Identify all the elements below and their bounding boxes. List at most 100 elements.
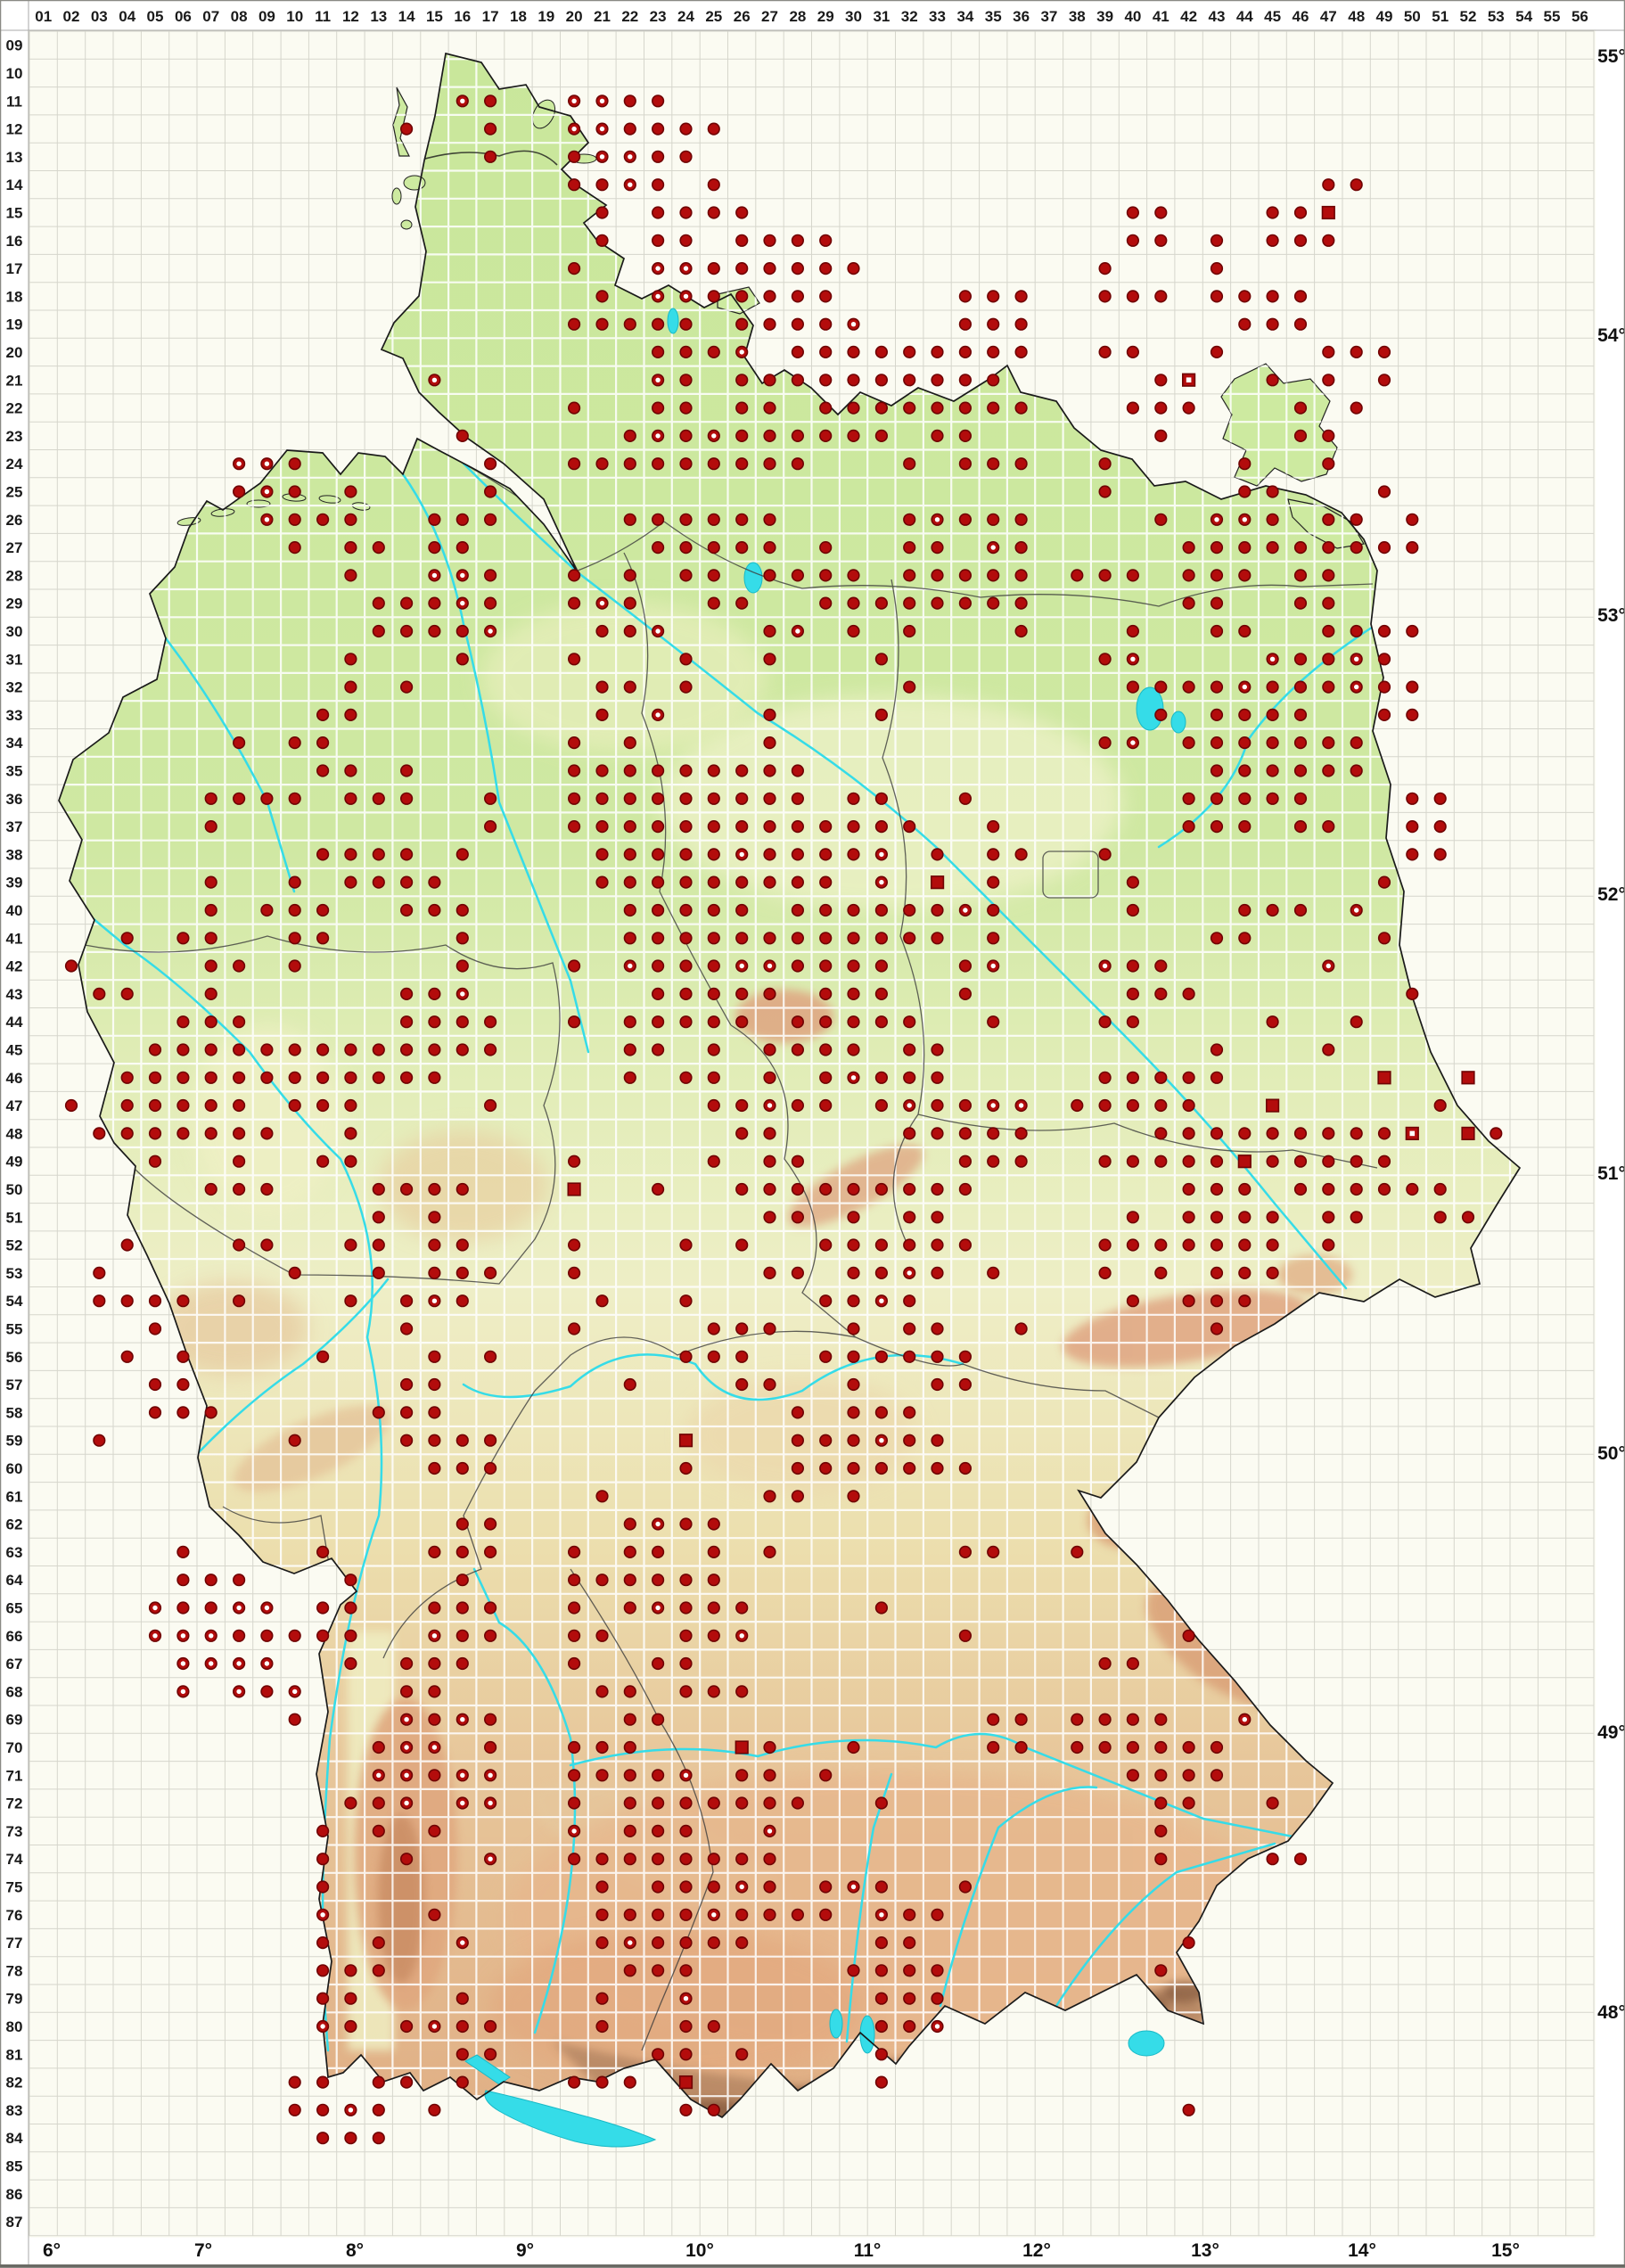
marker-filled-dot [120,1127,134,1140]
marker-filled-dot [1014,457,1028,471]
marker-filled-dot [1377,1182,1391,1196]
marker-open-circle-center [599,154,605,160]
marker-filled-dot [931,1964,944,1977]
marker-filled-dot [344,1294,357,1308]
marker-filled-dot [176,1294,190,1308]
marker-filled-dot [344,1992,357,2005]
marker-filled-dot [651,1015,665,1029]
marker-filled-dot [707,596,720,610]
marker-filled-dot [763,819,776,834]
marker-filled-dot [455,1545,469,1558]
marker-filled-dot [903,819,916,834]
marker-filled-dot [763,1796,776,1810]
marker-open-circle-center [460,1800,465,1806]
marker-filled-dot [1322,764,1335,777]
marker-filled-dot [651,317,665,331]
marker-filled-dot [958,987,972,1000]
marker-filled-dot [428,1211,441,1224]
marker-filled-dot [819,1880,833,1894]
marker-filled-dot [1126,290,1139,303]
row-label: 74 [6,1851,23,1868]
marker-filled-dot [1406,708,1419,722]
marker-filled-dot [204,932,217,945]
marker-open-circle-center [236,1605,242,1611]
marker-filled-dot [1182,569,1195,582]
marker-filled-dot [1293,680,1308,694]
river-inn [1055,1842,1276,2008]
marker-filled-dot [1377,708,1391,722]
marker-open-circle-center [655,266,661,271]
marker-filled-dot [372,1740,385,1754]
marker-filled-dot [958,1377,972,1392]
marker-filled-dot [595,764,609,777]
marker-filled-dot [1238,457,1252,471]
marker-filled-dot [651,150,665,163]
marker-filled-dot [595,1294,609,1308]
marker-filled-dot [679,317,693,331]
marker-filled-dot [1182,792,1195,805]
marker-filled-dot [847,819,860,834]
row-label: 68 [6,1683,23,1700]
marker-filled-dot [316,848,330,861]
marker-filled-dot [679,1908,693,1921]
marker-filled-dot [931,932,944,945]
col-label: 32 [901,8,918,25]
marker-filled-dot [1014,624,1028,638]
row-label: 20 [6,344,23,361]
marker-filled-dot [1126,1071,1139,1084]
marker-filled-dot [623,819,636,834]
marker-filled-dot [958,959,972,973]
col-label: 13 [370,8,387,25]
marker-filled-dot [400,792,414,805]
marker-filled-dot [455,1574,469,1587]
marker-filled-dot [1238,569,1252,582]
marker-open-circle-center [850,1075,857,1081]
marker-filled-dot [819,540,833,555]
marker-filled-dot [595,680,609,694]
marker-open-circle-center [404,1717,409,1722]
marker-filled-dot [1210,1740,1224,1754]
marker-filled-dot [1126,1713,1139,1726]
marker-open-circle-center [180,1633,186,1639]
marker-filled-dot [791,1434,805,1447]
marker-filled-dot [1406,540,1419,555]
marker-filled-dot [679,987,693,1000]
marker-filled-dot [623,1601,636,1615]
marker-filled-dot [428,596,441,610]
col-label: 21 [594,8,611,25]
marker-filled-dot [483,1517,497,1531]
marker-filled-dot [1182,1796,1195,1810]
marker-filled-dot [595,1769,609,1782]
marker-open-circle-center [348,2108,354,2113]
marker-filled-dot [1490,1127,1503,1140]
marker-filled-dot [148,1155,162,1168]
marker-filled-dot [874,792,889,805]
marker-filled-dot [1182,1769,1195,1782]
marker-filled-dot [1322,569,1335,582]
marker-filled-dot [987,1740,1000,1754]
marker-filled-dot [455,1601,469,1615]
marker-filled-dot [233,1043,246,1056]
marker-filled-dot [1350,624,1363,638]
marker-filled-dot [1014,401,1028,415]
marker-filled-dot [1210,1294,1224,1308]
marker-filled-dot [1182,1182,1195,1196]
marker-filled-dot [847,1294,860,1308]
marker-filled-dot [651,1545,665,1558]
marker-filled-dot [987,1155,1000,1168]
marker-filled-dot [1433,848,1447,861]
marker-filled-dot [763,569,776,582]
marker-filled-dot [931,596,944,610]
marker-filled-dot [428,1043,441,1056]
marker-filled-dot [707,178,720,192]
latitude-label: 51° [1597,1163,1625,1184]
marker-filled-dot [1154,1769,1168,1782]
marker-filled-dot [987,596,1000,610]
marker-filled-dot [1238,1127,1252,1140]
marker-filled-dot [483,1434,497,1447]
marker-filled-dot [93,1266,106,1279]
marker-open-circle-center [599,98,605,104]
col-label: 19 [538,8,554,25]
marker-filled-dot [1154,1127,1168,1140]
marker-filled-dot [1071,569,1084,582]
